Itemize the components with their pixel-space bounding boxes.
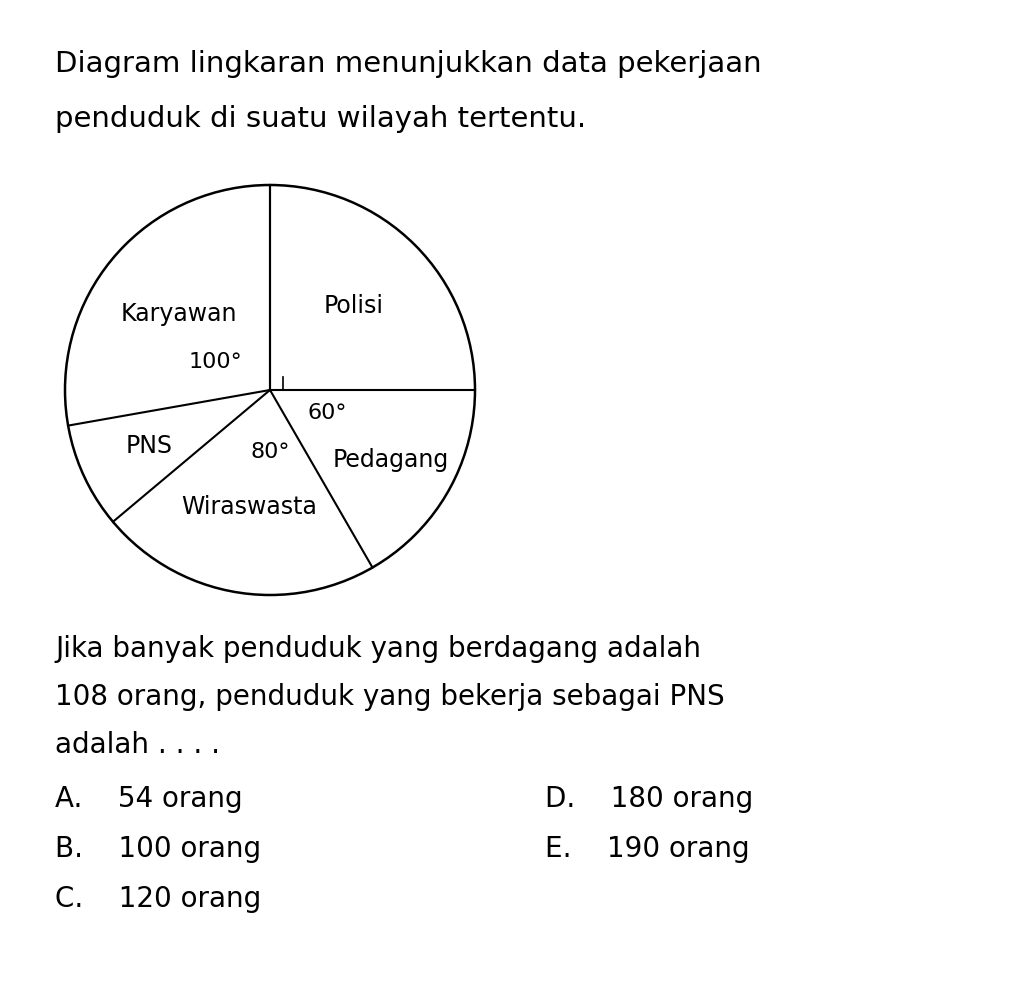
Text: Jika banyak penduduk yang berdagang adalah: Jika banyak penduduk yang berdagang adal… [56, 635, 701, 663]
Text: 108 orang, penduduk yang bekerja sebagai PNS: 108 orang, penduduk yang bekerja sebagai… [56, 683, 725, 711]
Text: 100°: 100° [188, 352, 242, 372]
Text: A.    54 orang: A. 54 orang [56, 785, 243, 813]
Text: adalah . . . .: adalah . . . . [56, 731, 220, 759]
Text: 60°: 60° [307, 403, 346, 423]
Text: E.    190 orang: E. 190 orang [545, 835, 749, 863]
Text: Wiraswasta: Wiraswasta [181, 496, 318, 519]
Text: D.    180 orang: D. 180 orang [545, 785, 754, 813]
Text: B.    100 orang: B. 100 orang [56, 835, 261, 863]
Text: penduduk di suatu wilayah tertentu.: penduduk di suatu wilayah tertentu. [56, 105, 586, 133]
Text: C.    120 orang: C. 120 orang [56, 885, 261, 913]
Text: Karyawan: Karyawan [120, 301, 237, 326]
Text: PNS: PNS [125, 434, 173, 458]
Text: Pedagang: Pedagang [333, 448, 449, 472]
Text: 80°: 80° [250, 442, 290, 462]
Text: Polisi: Polisi [324, 294, 384, 318]
Text: Diagram lingkaran menunjukkan data pekerjaan: Diagram lingkaran menunjukkan data peker… [56, 50, 762, 78]
